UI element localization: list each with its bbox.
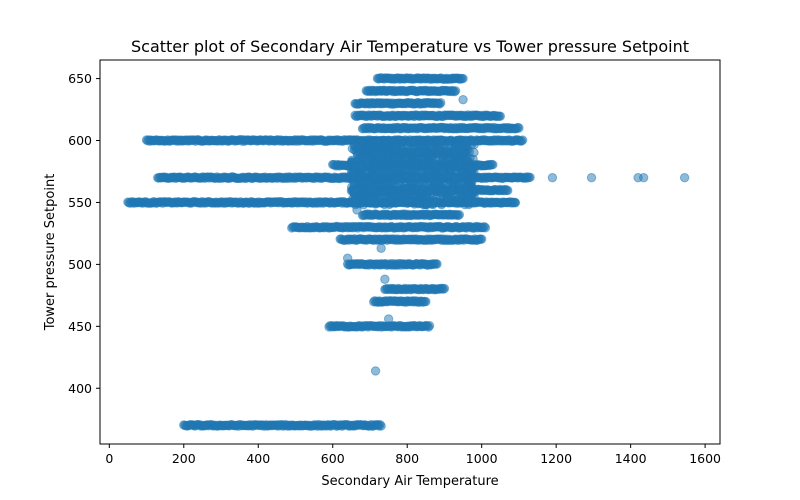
y-tick-label: 600	[68, 133, 92, 148]
data-point	[400, 164, 410, 175]
data-point	[370, 366, 381, 376]
data-point	[454, 194, 464, 205]
data-point	[495, 111, 505, 121]
y-tick-label: 550	[68, 195, 92, 210]
data-point	[450, 147, 460, 157]
chart-title: Scatter plot of Secondary Air Temperatur…	[131, 37, 689, 56]
data-point	[432, 259, 442, 269]
data-point	[376, 165, 386, 176]
data-point	[450, 86, 461, 96]
data-point	[458, 73, 468, 84]
data-point	[514, 123, 524, 133]
data-point	[376, 421, 386, 431]
x-tick-label: 800	[395, 451, 419, 466]
x-tick-label: 1400	[615, 451, 647, 466]
x-tick-label: 1600	[689, 451, 721, 466]
data-point	[383, 314, 394, 324]
y-axis-ticks: 400 450 500 550 600 650	[68, 71, 100, 396]
data-point	[410, 172, 421, 182]
data-point	[432, 177, 442, 188]
data-point	[488, 160, 498, 170]
data-point	[398, 145, 408, 155]
x-axis-ticks: 0 200 400 600 800 1000 1200 1400 1600	[105, 444, 721, 466]
x-tick-label: 1000	[466, 451, 498, 466]
data-point	[380, 274, 390, 284]
data-point	[376, 243, 386, 253]
data-point	[352, 205, 362, 215]
data-point	[414, 140, 424, 151]
data-point	[436, 98, 446, 108]
data-point	[414, 197, 425, 208]
data-point	[411, 160, 421, 170]
data-point	[679, 172, 690, 183]
data-point	[380, 178, 390, 189]
data-point	[424, 321, 435, 331]
y-tick-label: 500	[68, 257, 92, 272]
data-point	[350, 195, 360, 205]
data-point	[421, 296, 431, 307]
data-point	[353, 175, 364, 186]
x-axis-label: Secondary Air Temperature	[321, 474, 498, 489]
x-tick-label: 1200	[540, 451, 572, 466]
data-point	[508, 172, 519, 183]
data-point	[364, 195, 375, 206]
data-point	[411, 183, 421, 193]
plot-frame	[99, 59, 721, 445]
data-point	[430, 157, 441, 167]
data-point	[347, 170, 358, 181]
data-point	[476, 234, 487, 244]
x-tick-label: 0	[105, 451, 113, 466]
data-point	[420, 155, 430, 166]
data-point	[586, 172, 597, 183]
data-points	[123, 73, 690, 431]
data-point	[441, 146, 451, 157]
data-point	[378, 187, 389, 197]
data-point	[381, 198, 391, 208]
data-point	[455, 159, 465, 169]
y-tick-label: 450	[68, 319, 92, 334]
data-point	[381, 137, 391, 147]
data-point	[406, 196, 417, 206]
data-point	[426, 140, 436, 150]
data-point	[467, 163, 477, 173]
data-point	[383, 160, 394, 171]
x-tick-label: 600	[321, 451, 345, 466]
y-tick-label: 650	[68, 71, 92, 86]
data-point	[351, 185, 361, 195]
data-point	[443, 194, 453, 205]
x-tick-label: 400	[246, 451, 270, 466]
data-point	[436, 188, 447, 198]
data-point	[458, 94, 468, 105]
data-point	[457, 139, 467, 149]
x-tick-label: 200	[172, 451, 196, 466]
data-point	[350, 141, 360, 152]
data-point	[359, 151, 369, 161]
data-point	[480, 223, 491, 233]
data-point	[638, 172, 649, 183]
data-point	[503, 185, 513, 196]
data-point	[376, 149, 387, 160]
y-tick-label: 400	[68, 381, 92, 396]
data-point	[426, 188, 436, 198]
data-point	[397, 190, 407, 200]
data-point	[547, 172, 558, 183]
data-point	[342, 253, 353, 263]
data-point	[439, 283, 450, 294]
data-point	[510, 197, 520, 208]
data-point	[429, 167, 440, 178]
data-point	[455, 179, 465, 189]
data-point	[399, 181, 410, 192]
data-point	[391, 174, 401, 185]
data-point	[517, 135, 528, 145]
data-point	[363, 158, 373, 169]
data-point	[465, 153, 475, 164]
y-axis-label: Tower pressure Setpoint	[43, 174, 58, 332]
data-point	[368, 183, 378, 193]
data-point	[525, 172, 535, 183]
data-point	[454, 209, 465, 220]
data-point	[440, 171, 451, 181]
